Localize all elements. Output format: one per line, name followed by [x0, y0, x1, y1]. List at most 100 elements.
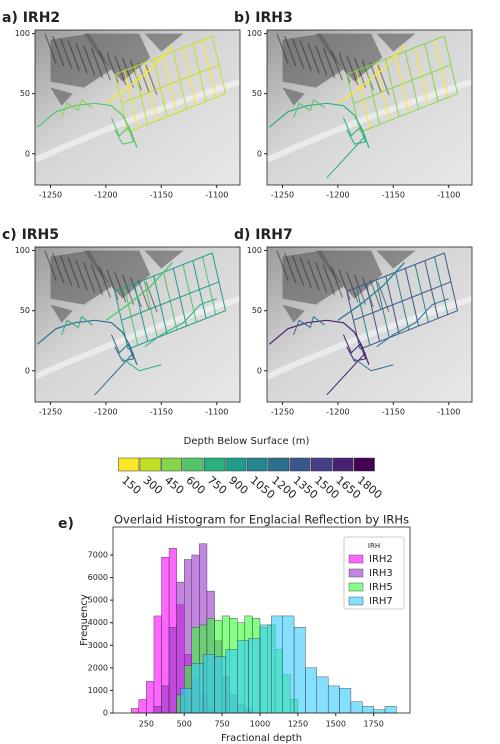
axes-frame — [34, 29, 241, 186]
y-tick-label: 4000 — [88, 618, 108, 627]
histogram-bar — [202, 654, 215, 714]
y-tick-label: 1000 — [88, 686, 108, 695]
histogram-bar — [225, 649, 238, 714]
survey-line — [359, 310, 458, 350]
colorbar-swatch — [118, 457, 140, 472]
survey-line — [268, 102, 370, 148]
relief-streak — [121, 57, 135, 88]
relief-streak — [353, 274, 367, 305]
histogram-bar — [168, 627, 177, 714]
x-tick-label: 1500 — [326, 720, 346, 729]
legend-title: IRH — [368, 542, 380, 550]
relief-streak — [330, 267, 343, 298]
x-tick-label: -1150 — [382, 191, 405, 200]
legend-swatch — [348, 554, 364, 564]
relief-streak — [307, 43, 320, 74]
panel-title: c) IRH5 — [2, 227, 59, 243]
x-tick-label: -1250 — [39, 408, 62, 417]
survey-line — [121, 281, 220, 321]
y-tick-label: 6000 — [88, 573, 108, 582]
histogram-bar — [373, 709, 386, 714]
relief-streak — [137, 62, 150, 93]
survey-line — [61, 98, 93, 118]
y-tick-label: 100 — [247, 246, 262, 255]
histogram-bar — [293, 627, 306, 714]
relief — [50, 304, 73, 323]
y-tick-label: 0 — [25, 149, 30, 158]
histogram-bar — [350, 701, 363, 714]
survey-line — [268, 319, 370, 365]
x-tick-label: 1750 — [363, 720, 383, 729]
survey-line — [211, 252, 227, 311]
colorbar-swatch — [311, 457, 332, 472]
relief-streak — [83, 45, 96, 76]
survey-line — [36, 319, 138, 365]
valley — [267, 295, 472, 380]
histogram-bar — [153, 706, 162, 714]
survey-line — [211, 35, 227, 94]
relief-streak — [83, 262, 96, 293]
colorbar-swatch — [268, 457, 290, 472]
relief-streak — [98, 50, 111, 81]
valley — [35, 78, 240, 163]
relief-streak — [291, 255, 305, 286]
survey-line — [94, 352, 134, 396]
survey-line — [337, 45, 405, 104]
x-tick-label: -1200 — [94, 408, 117, 417]
relief-streak — [284, 252, 297, 284]
map-area — [35, 30, 240, 185]
x-tick-label: -1100 — [205, 408, 228, 417]
axes-frame — [266, 246, 473, 403]
axes-frame — [112, 526, 411, 714]
survey-line — [144, 298, 217, 348]
relief-streak — [346, 272, 359, 303]
y-tick-label: 50 — [20, 306, 30, 315]
relief-streak — [114, 272, 127, 303]
x-tick-label: 750 — [214, 720, 229, 729]
panel-title: a) IRH2 — [2, 10, 60, 26]
x-tick-label: -1150 — [382, 408, 405, 417]
map-area — [267, 247, 472, 402]
relief-streak — [44, 250, 57, 281]
survey-line — [110, 117, 135, 145]
relief-streak — [59, 38, 73, 69]
colorbar-swatch — [139, 457, 161, 472]
relief-streak — [114, 55, 127, 86]
relief — [376, 250, 416, 269]
histogram-bar — [339, 687, 352, 714]
histogram-bar — [259, 624, 272, 714]
relief-streak — [353, 57, 367, 88]
panel-title: e) — [58, 516, 74, 532]
x-tick-label: -1250 — [39, 191, 62, 200]
valley — [35, 295, 240, 380]
relief-streak — [90, 264, 104, 296]
colorbar-swatch — [353, 457, 375, 472]
relief-streak — [276, 250, 289, 281]
survey-line — [337, 262, 405, 321]
y-tick-label: 50 — [252, 89, 262, 98]
colorbar-swatch — [246, 457, 268, 472]
relief-streak — [44, 33, 57, 64]
survey-line — [293, 315, 325, 335]
survey-line — [36, 102, 138, 148]
x-tick-label: -1200 — [326, 191, 349, 200]
histogram-bar — [138, 699, 147, 714]
x-tick-label: -1100 — [437, 191, 460, 200]
relief-streak — [307, 260, 320, 291]
survey-line — [326, 135, 366, 179]
survey-line — [359, 93, 458, 133]
relief-streak — [75, 260, 88, 291]
legend-swatch — [348, 596, 364, 606]
histogram-bar — [327, 685, 340, 714]
histogram-bar — [237, 640, 249, 714]
y-tick-label: 7000 — [88, 550, 108, 559]
relief-streak — [315, 45, 328, 76]
x-tick-label: -1100 — [437, 408, 460, 417]
colorbar-swatch — [289, 457, 311, 472]
relief-streak — [52, 35, 65, 67]
relief-streak — [52, 252, 65, 284]
colorbar-label: 450 — [162, 474, 186, 497]
y-tick-label: 0 — [257, 366, 262, 375]
x-tick-label: -1150 — [150, 191, 173, 200]
relief-streak — [322, 47, 336, 79]
